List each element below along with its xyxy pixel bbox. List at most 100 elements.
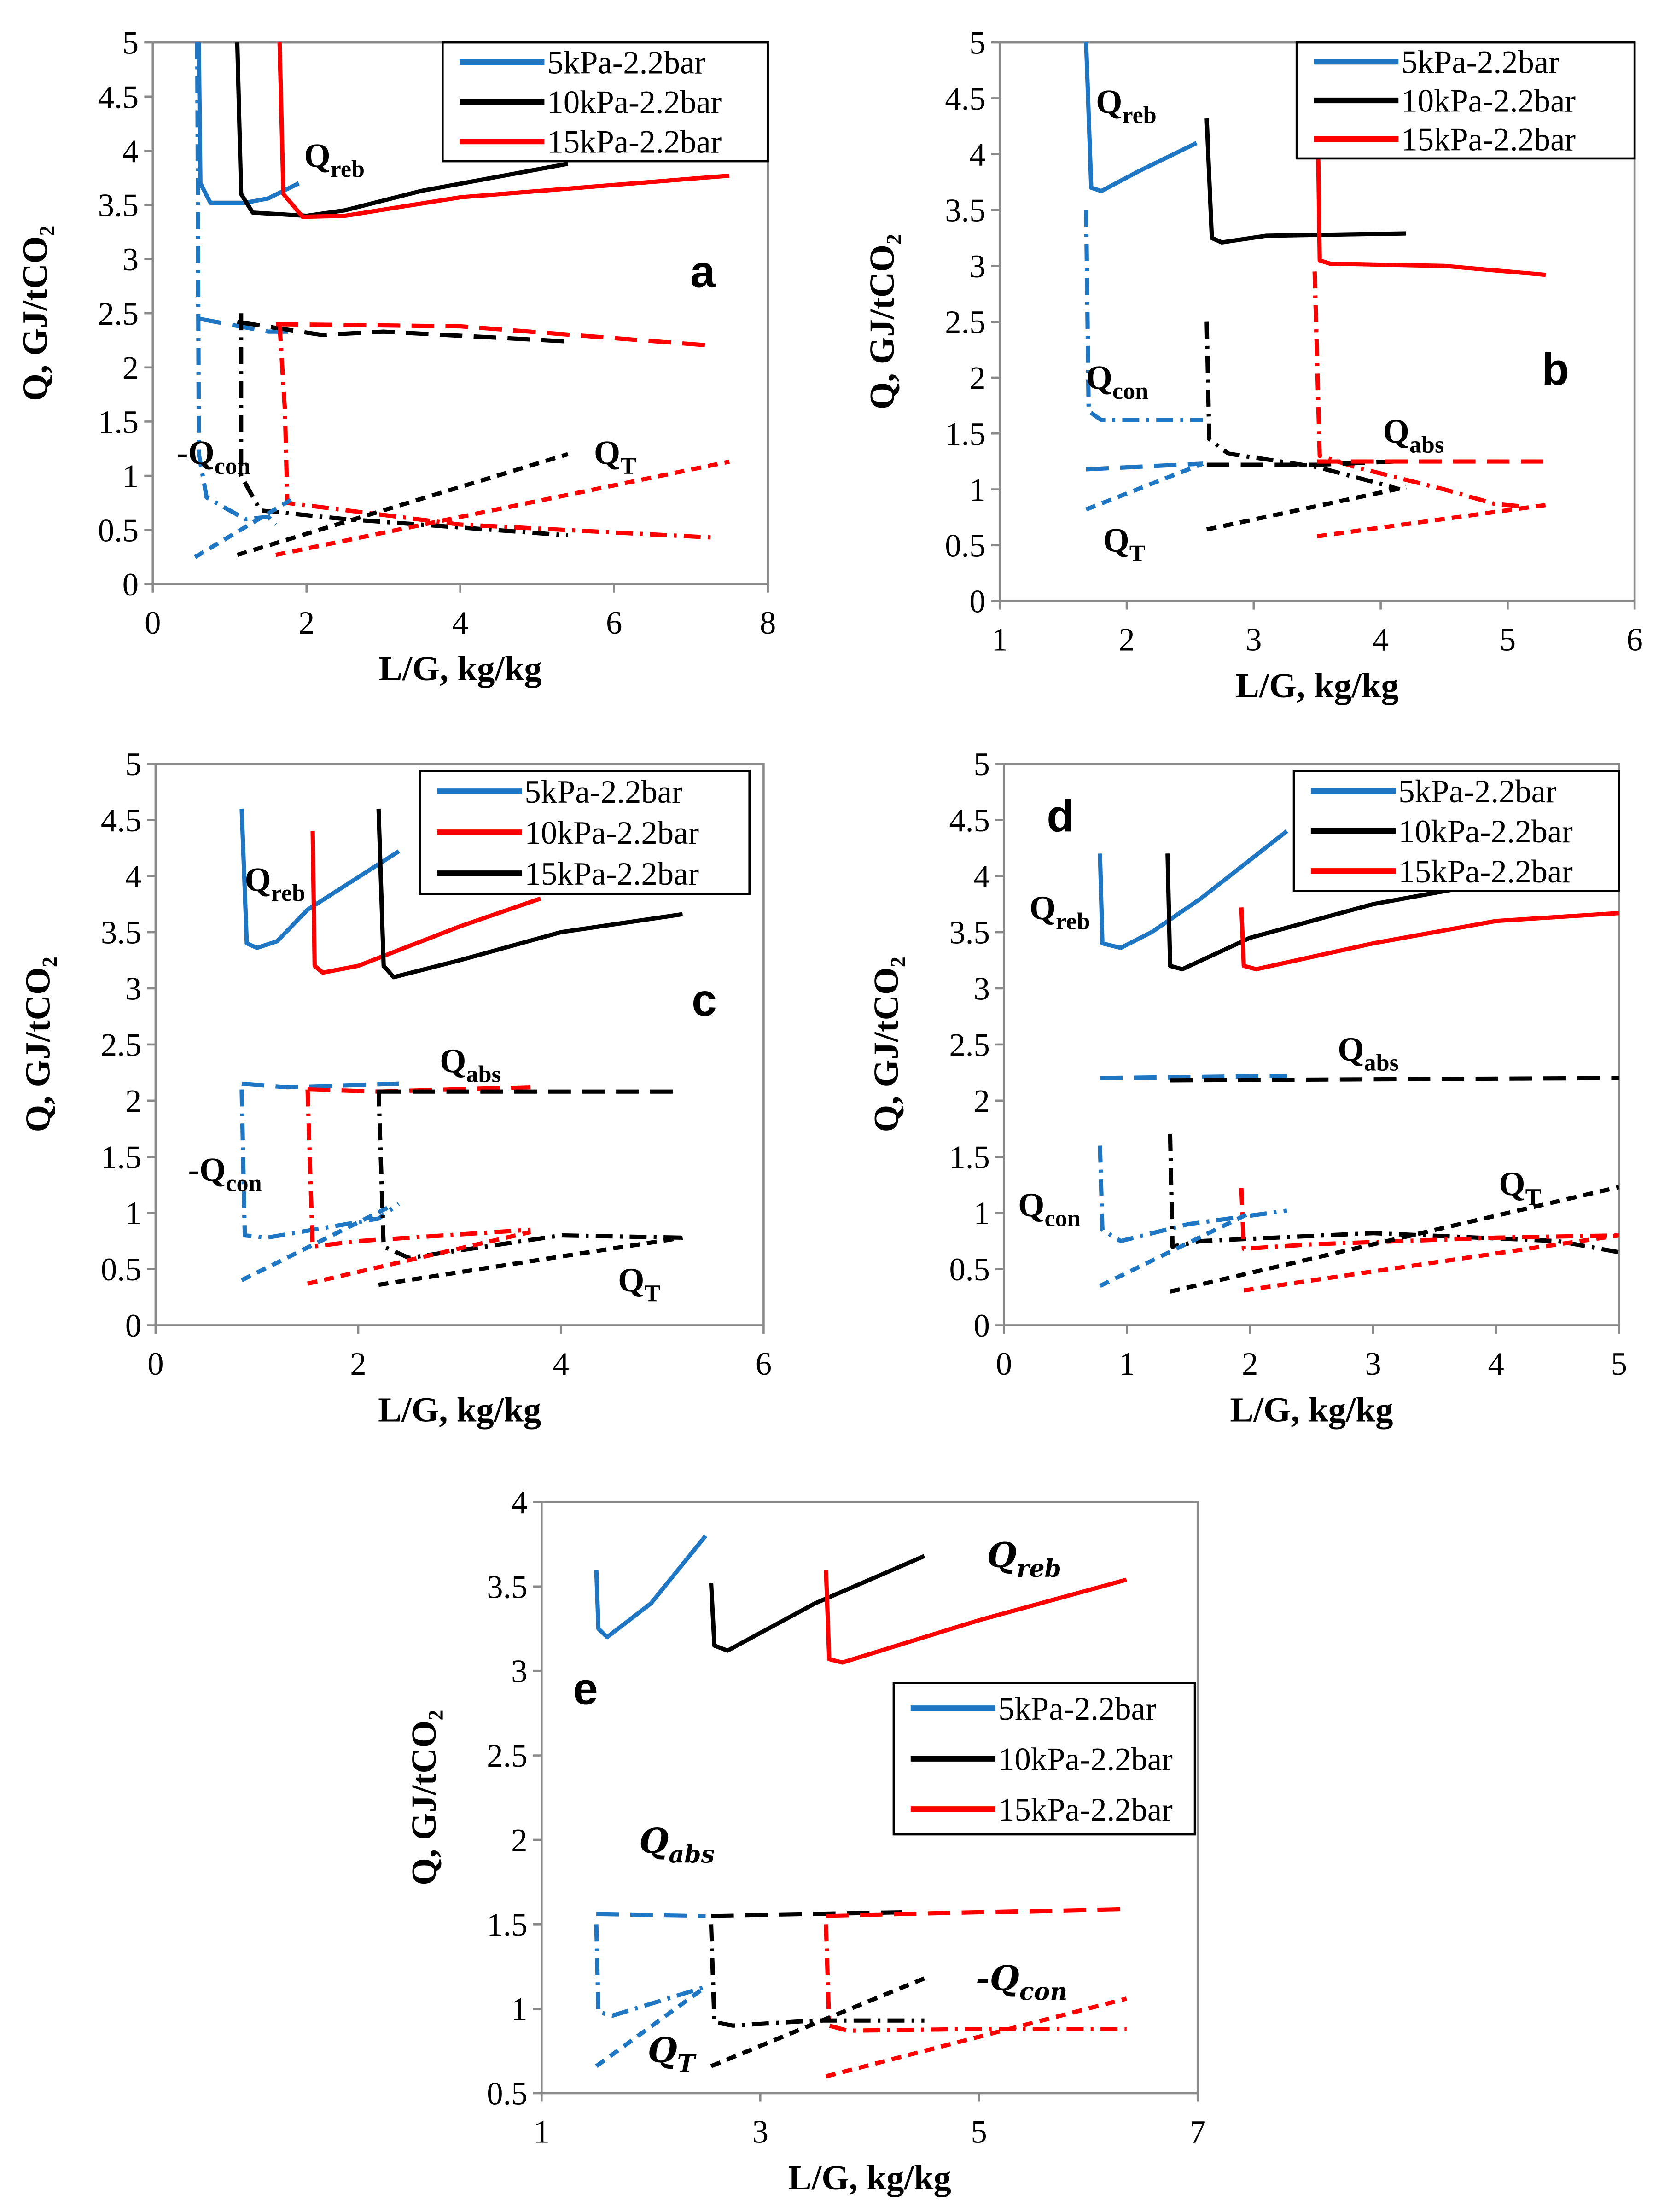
series-line-T-black (237, 452, 569, 557)
series-line-con-black (376, 1089, 683, 1260)
y-axis-label: Q, GJ/tCO₂ (18, 957, 58, 1132)
legend-label: 5kPa-2.2bar (998, 1691, 1156, 1727)
series-line-abs-red (275, 322, 714, 348)
annotation-q-con: Qcon (1018, 1186, 1081, 1231)
y-tick-label: 4.5 (945, 81, 985, 117)
y-tick-label: 2.5 (98, 296, 139, 332)
legend-label: 5kPa-2.2bar (1401, 45, 1559, 81)
annotation-main: Q (244, 861, 271, 899)
annotation-subscript: reb (1017, 1555, 1061, 1583)
series-line-reb-blue (197, 42, 300, 205)
legend-label: 10kPa-2.2bar (1398, 814, 1573, 850)
annotation-q-reb: Qreb (1096, 83, 1157, 128)
series-line-reb-black (709, 1554, 925, 1653)
panel-label: a (690, 246, 716, 297)
series-line-reb-blue (594, 1534, 708, 1640)
y-tick-label: 4 (973, 859, 989, 895)
series-line-reb-red (1315, 81, 1546, 277)
y-tick-label: 2.5 (487, 1738, 527, 1774)
y-tick-label: 3.5 (487, 1569, 527, 1605)
annotation-q-reb: Qreb (1030, 889, 1090, 934)
annotation-subscript: abs (1364, 1050, 1399, 1076)
x-tick-label: 6 (606, 605, 622, 641)
x-axis-label: L/G, kg/kg (788, 2158, 951, 2197)
y-tick-label: 1.5 (949, 1139, 989, 1175)
legend-label: 10kPa-2.2bar (1401, 83, 1576, 119)
y-tick-label: 3 (122, 242, 139, 278)
x-tick-label: 0 (147, 1346, 163, 1382)
series-line-reb-blue (1084, 42, 1198, 193)
annotation-main: -Q (177, 433, 215, 471)
x-tick-label: 5 (971, 2114, 987, 2150)
y-tick-label: 0.5 (101, 1252, 141, 1288)
x-tick-label: 1 (534, 2114, 550, 2150)
annotation-subscript: reb (331, 156, 365, 182)
series-line-T-blue (1099, 1211, 1251, 1288)
series-line-con-black (1204, 321, 1401, 491)
series-line-T-blue (240, 1205, 390, 1282)
x-tick-label: 2 (298, 605, 314, 641)
series-line-T-red (1243, 1233, 1620, 1293)
y-tick-label: 3.5 (98, 188, 139, 224)
legend-label: 5kPa-2.2bar (524, 774, 682, 810)
series-line-con-blue (1084, 210, 1203, 422)
annotation-subscript: reb (271, 880, 305, 906)
annotation-subscript: T (620, 453, 636, 479)
annotation-subscript: T (1129, 540, 1146, 567)
y-tick-label: 0.5 (949, 1252, 989, 1288)
panel-label: c (692, 975, 717, 1025)
annotation-main: Q (1018, 1186, 1044, 1224)
series-line-abs-blue (241, 1081, 399, 1090)
series-line-abs-blue (1100, 1074, 1287, 1080)
y-tick-label: 3 (125, 971, 141, 1007)
series-line-con-red (277, 324, 714, 540)
y-tick-label: 1 (125, 1196, 141, 1231)
series-line-T-black (378, 1235, 683, 1287)
y-tick-label: 3.5 (945, 193, 985, 229)
y-tick-label: 2 (125, 1083, 141, 1119)
y-tick-label: 2.5 (101, 1027, 141, 1063)
panel-c: 0 0.5 1 1.5 2 2.5 3 3.5 4 4.5 5 0 2 4 6 L/G, kg/kg Q, GJ… (18, 747, 772, 1429)
annotation-q-con: -Qcon (188, 1150, 262, 1196)
x-tick-label: 3 (752, 2114, 768, 2150)
x-tick-label: 2 (1242, 1346, 1258, 1382)
legend-label: 15kPa-2.2bar (998, 1792, 1173, 1828)
series-line-T-blue (194, 498, 292, 559)
legend-label: 10kPa-2.2bar (998, 1741, 1173, 1777)
series-line-con-black (239, 313, 568, 537)
y-tick-label: 2 (122, 350, 139, 386)
y-tick-label: 1.5 (945, 416, 985, 452)
x-axis-label: L/G, kg/kg (1236, 666, 1399, 705)
annotation-main: Q (594, 433, 620, 471)
y-tick-label: 1.5 (487, 1907, 527, 1943)
series-line-T-blue (595, 1985, 707, 2068)
series-line-con-black (1168, 1134, 1620, 1255)
y-tick-label: 1.5 (98, 404, 139, 440)
legend-label: 15kPa-2.2bar (547, 124, 722, 160)
y-axis-label: Q, GJ/tCO₂ (862, 234, 902, 409)
plot-frame (540, 1501, 1199, 2095)
series-line-con-red (1239, 1188, 1619, 1251)
legend-label: 10kPa-2.2bar (547, 85, 722, 121)
series-line-T-red (825, 1996, 1127, 2078)
y-tick-label: 0.5 (98, 513, 139, 549)
annotation-subscript: con (1045, 1205, 1081, 1232)
x-tick-label: 0 (145, 605, 161, 641)
annotation-main: -Q (976, 1959, 1019, 1998)
series-line-reb-black (376, 808, 683, 980)
series-line-reb-black (1204, 118, 1406, 245)
y-tick-label: 0 (122, 567, 139, 603)
x-tick-label: 6 (1626, 622, 1642, 658)
y-tick-label: 2.5 (945, 304, 985, 340)
series-line-con-blue (594, 1924, 706, 2018)
series-line-con-red (305, 1089, 531, 1249)
annotation-q-reb: Qreb (987, 1536, 1061, 1583)
legend-label: 15kPa-2.2bar (1401, 122, 1576, 158)
annotation-main: Q (648, 2031, 677, 2070)
series-line-con-black (709, 1924, 925, 2028)
x-tick-label: 8 (760, 605, 776, 641)
y-tick-label: 3 (973, 971, 989, 1007)
legend-label: 15kPa-2.2bar (524, 856, 699, 892)
annotation-subscript: con (1112, 378, 1148, 404)
annotation-main: Q (304, 136, 330, 174)
